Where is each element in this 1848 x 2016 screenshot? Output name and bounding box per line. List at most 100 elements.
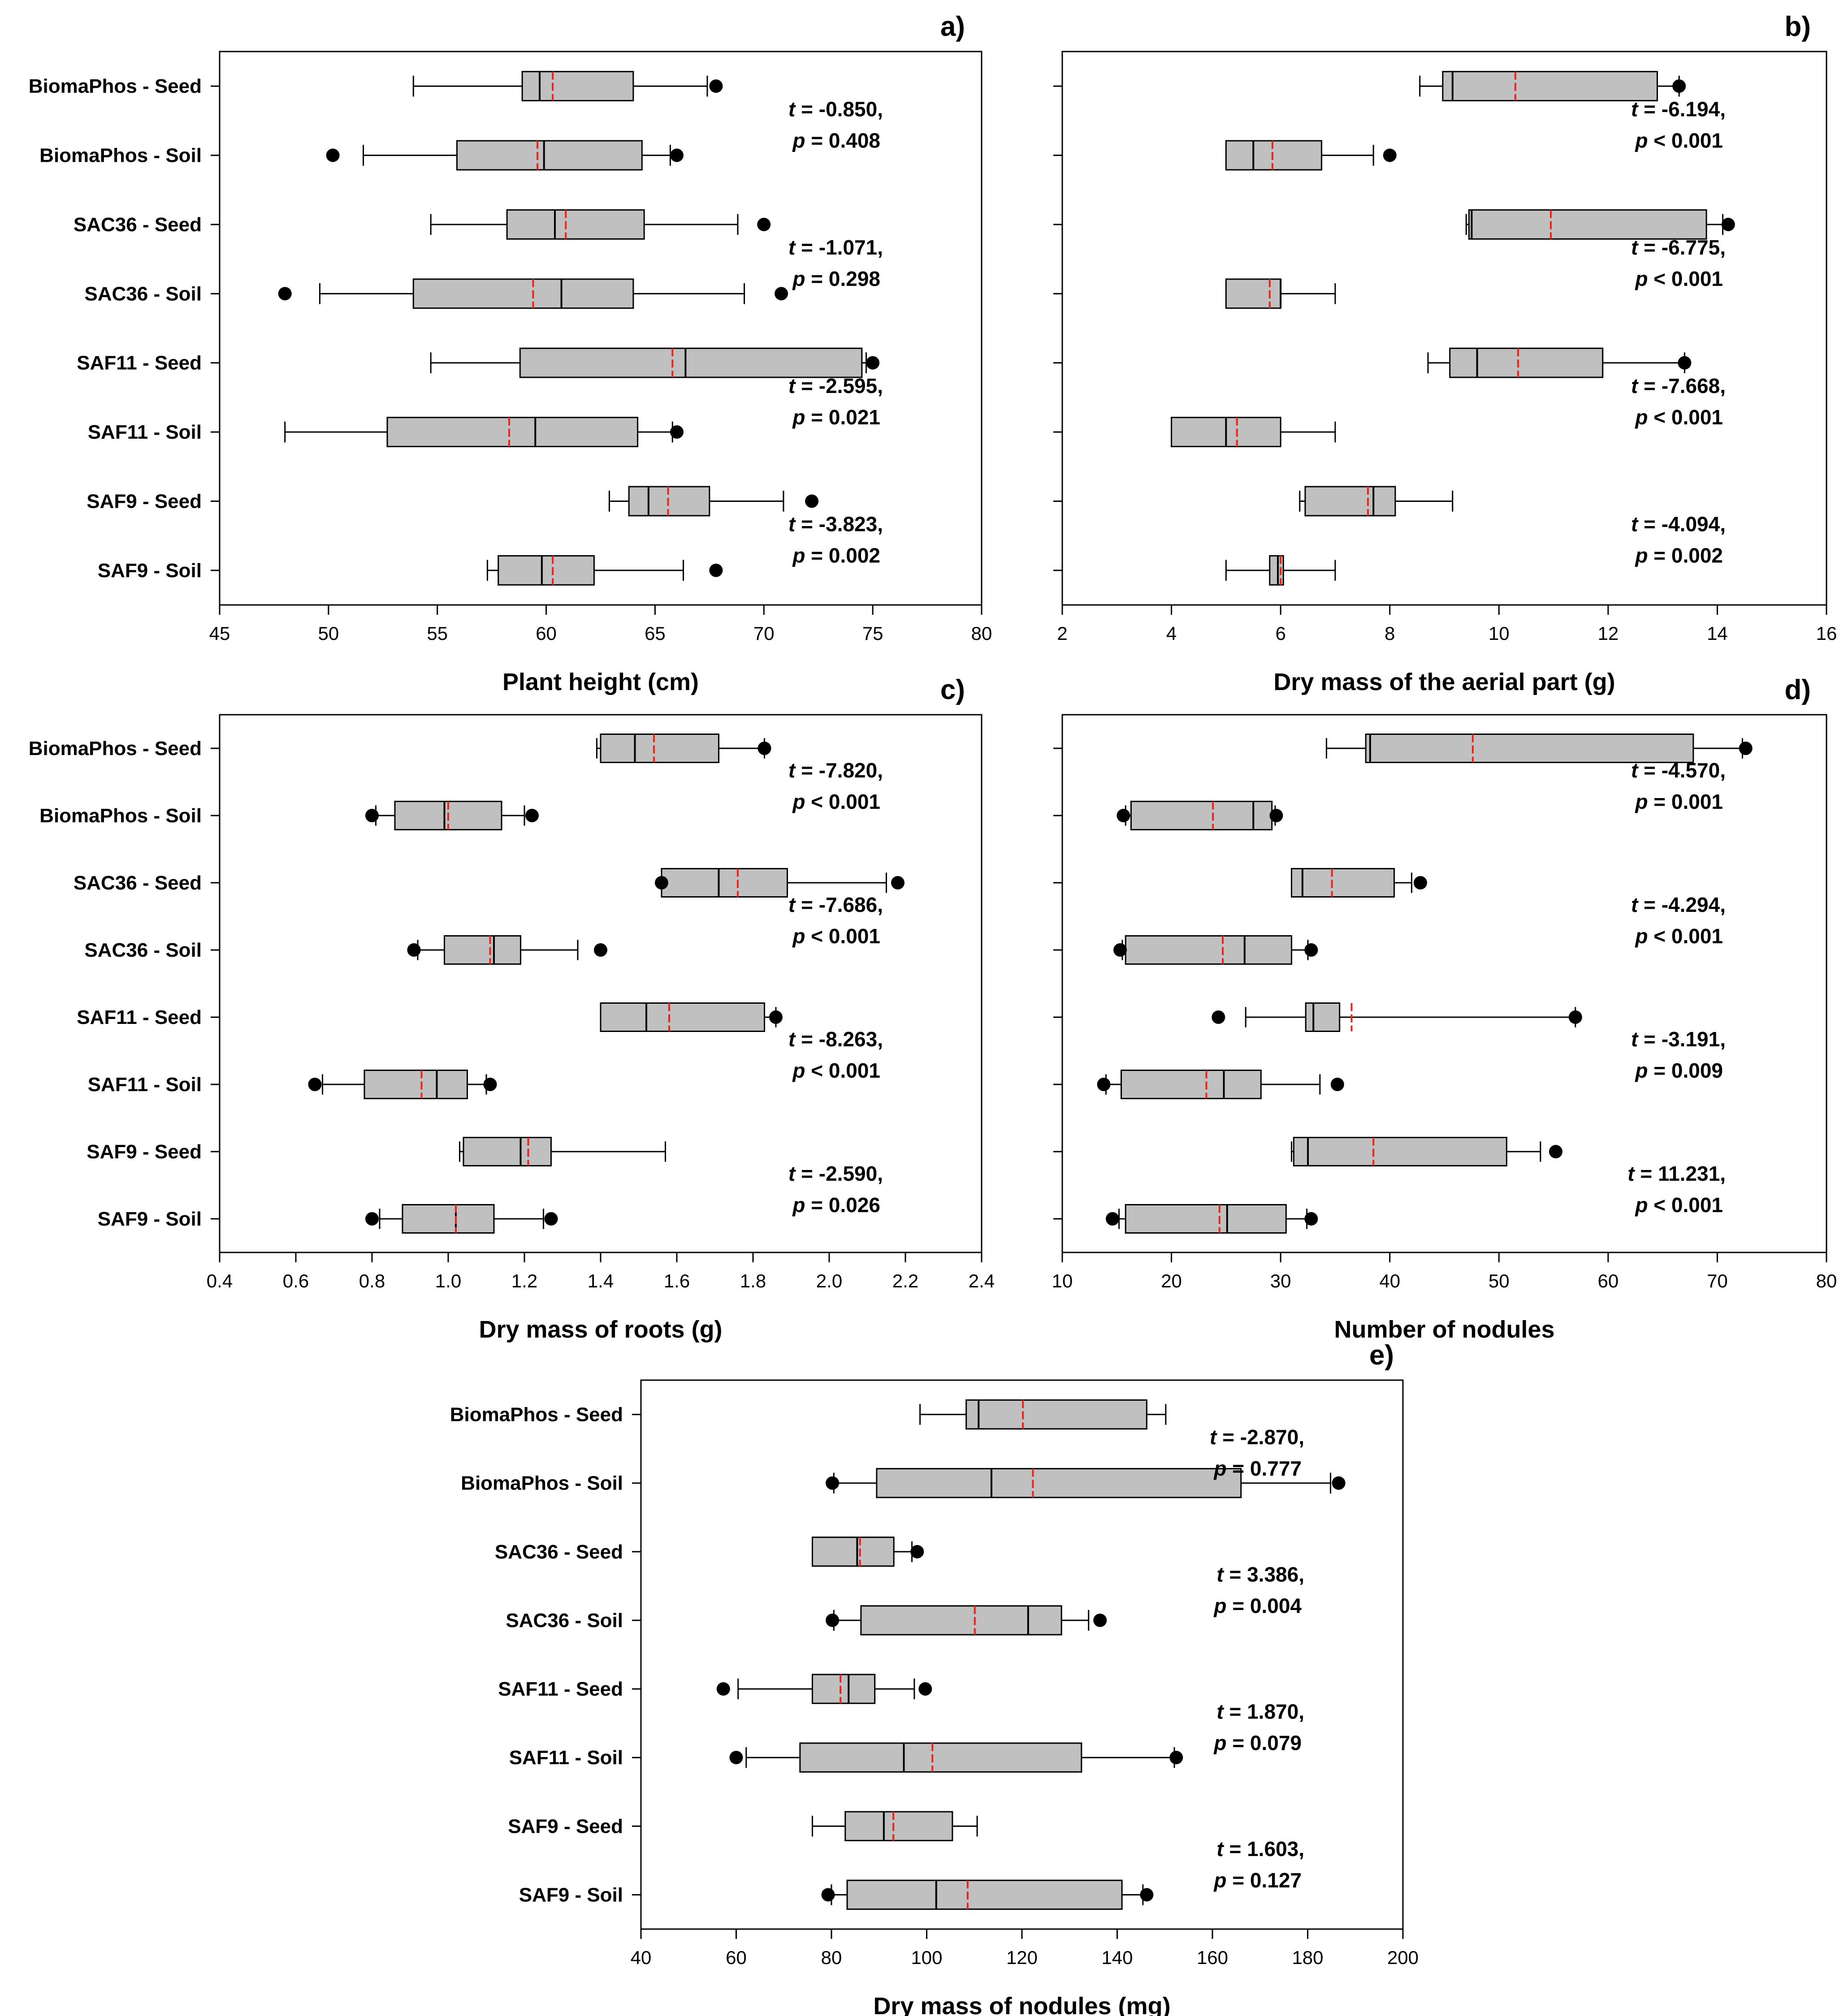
outlier-point — [1097, 1078, 1111, 1091]
x-tick-label: 0.6 — [283, 1270, 309, 1291]
x-tick-label: 2.2 — [892, 1270, 918, 1291]
box-5 — [430, 347, 880, 378]
outlier-point — [594, 943, 607, 957]
box-iqr — [846, 1879, 1123, 1910]
panel-label: a) — [940, 11, 965, 42]
x-tick-label: 8 — [1385, 623, 1395, 644]
x-tick-label: 50 — [318, 623, 339, 644]
box-iqr — [628, 486, 710, 517]
box-6 — [284, 417, 684, 447]
outlier-point — [670, 425, 684, 439]
outlier-point — [910, 1545, 924, 1558]
outlier-point — [1549, 1145, 1562, 1158]
x-tick-label: 16 — [1816, 623, 1837, 644]
x-axis-label: Dry mass of the aerial part (g) — [1273, 669, 1615, 695]
box-iqr — [1130, 801, 1273, 830]
box-iqr — [1225, 140, 1322, 171]
box-iqr — [498, 555, 595, 586]
stat-t-value: = -3.823, — [801, 513, 883, 536]
outlier-point — [365, 809, 379, 822]
x-tick-label: 30 — [1270, 1270, 1291, 1291]
box-iqr — [386, 417, 639, 447]
stat-p-value: = 0.298 — [811, 267, 880, 290]
x-tick-label: 50 — [1489, 1270, 1510, 1291]
stat-t-symbol: t — [788, 236, 801, 259]
stat-t-symbol: t — [788, 759, 801, 782]
box-1 — [1325, 734, 1753, 763]
x-axis-label: Number of nodules — [1334, 1316, 1554, 1343]
x-tick-label: 60 — [1597, 1270, 1619, 1291]
stat-t-value: = -4.094, — [1644, 513, 1726, 536]
box-iqr — [1442, 71, 1658, 102]
box-iqr — [444, 935, 521, 965]
stat-t-symbol: t — [1631, 374, 1644, 397]
stat-t-symbol: t — [788, 1162, 801, 1185]
outlier-point — [1212, 1010, 1225, 1024]
outlier-point — [1169, 1751, 1183, 1765]
box-iqr — [456, 140, 643, 171]
category-label: SAF9 - Soil — [98, 560, 202, 582]
panel-label: e) — [1369, 1340, 1394, 1371]
category-label: SAF11 - Soil — [88, 1074, 202, 1096]
stat-t: t = -2.590, — [788, 1162, 883, 1185]
stat-t-value: = -7.668, — [1644, 374, 1726, 397]
x-tick-label: 160 — [1197, 1947, 1228, 1968]
outlier-point — [1269, 809, 1283, 822]
x-tick-label: 6 — [1275, 623, 1285, 644]
chart-panel-3: c) 0.4 0.6 0.8 1.0 1.2 1.4 1.6 1.8 2.0 2.2 2.4 Dry m… — [29, 674, 995, 1343]
x-tick-label: 1.4 — [588, 1270, 614, 1291]
box-3 — [1465, 209, 1735, 240]
stat-t-symbol: t — [788, 513, 801, 536]
stat-p-value: < 0.001 — [1653, 924, 1723, 948]
box-5 — [716, 1674, 932, 1704]
stat-p-value: < 0.001 — [811, 1059, 880, 1082]
box-2 — [1117, 801, 1283, 830]
box-iqr — [1125, 935, 1293, 965]
x-tick-label: 14 — [1707, 623, 1728, 644]
stat-p-value: = 0.079 — [1232, 1731, 1302, 1755]
stat-t-value: = -8.263, — [801, 1027, 883, 1051]
outlier-point — [769, 1010, 783, 1024]
x-tick-label: 1.6 — [664, 1270, 690, 1291]
stat-p-symbol: p — [792, 129, 811, 152]
stat-p: p < 0.001 — [1634, 267, 1723, 290]
stat-p-value: < 0.001 — [811, 924, 880, 948]
outlier-point — [1304, 1212, 1318, 1226]
x-axis-label: Dry mass of roots (g) — [479, 1316, 722, 1343]
box-iqr — [965, 1399, 1147, 1430]
stat-p-symbol: p — [1213, 1731, 1232, 1755]
category-label: BiomaPhos - Seed — [29, 738, 202, 760]
stat-t: t = 1.870, — [1216, 1700, 1304, 1723]
x-tick-label: 60 — [536, 623, 557, 644]
box-iqr — [402, 1204, 495, 1234]
box-2 — [365, 801, 539, 830]
stat-t: t = -7.820, — [788, 759, 883, 782]
outlier-point — [483, 1078, 497, 1091]
box-iqr — [364, 1070, 468, 1099]
category-label: SAC36 - Soil — [84, 939, 202, 961]
outlier-point — [544, 1212, 558, 1226]
box-iqr — [1291, 868, 1395, 898]
stat-t-value: = -4.294, — [1644, 893, 1726, 916]
stat-t-value: = -2.870, — [1222, 1425, 1304, 1449]
box-3 — [655, 868, 905, 898]
box-3 — [812, 1537, 924, 1567]
box-1 — [1419, 71, 1686, 102]
box-iqr — [876, 1468, 1242, 1498]
box-5 — [1212, 1002, 1582, 1032]
box-7 — [1299, 486, 1454, 517]
stat-p-value: = 0.127 — [1232, 1869, 1302, 1892]
stat-t-value: = 3.386, — [1229, 1563, 1304, 1586]
stat-p-symbol: p — [1634, 129, 1653, 152]
outlier-point — [716, 1682, 730, 1696]
x-axis-label: Plant height (cm) — [502, 669, 699, 695]
plot-frame — [219, 51, 982, 606]
outlier-point — [525, 809, 539, 822]
x-tick-label: 80 — [821, 1947, 842, 1968]
box-4 — [1113, 935, 1318, 965]
stat-p-value: = 0.001 — [1653, 790, 1723, 813]
category-label: SAF11 - Seed — [77, 1006, 202, 1028]
outlier-point — [1330, 1078, 1344, 1091]
plot-frame — [1061, 714, 1827, 1253]
outlier-point — [278, 287, 292, 301]
